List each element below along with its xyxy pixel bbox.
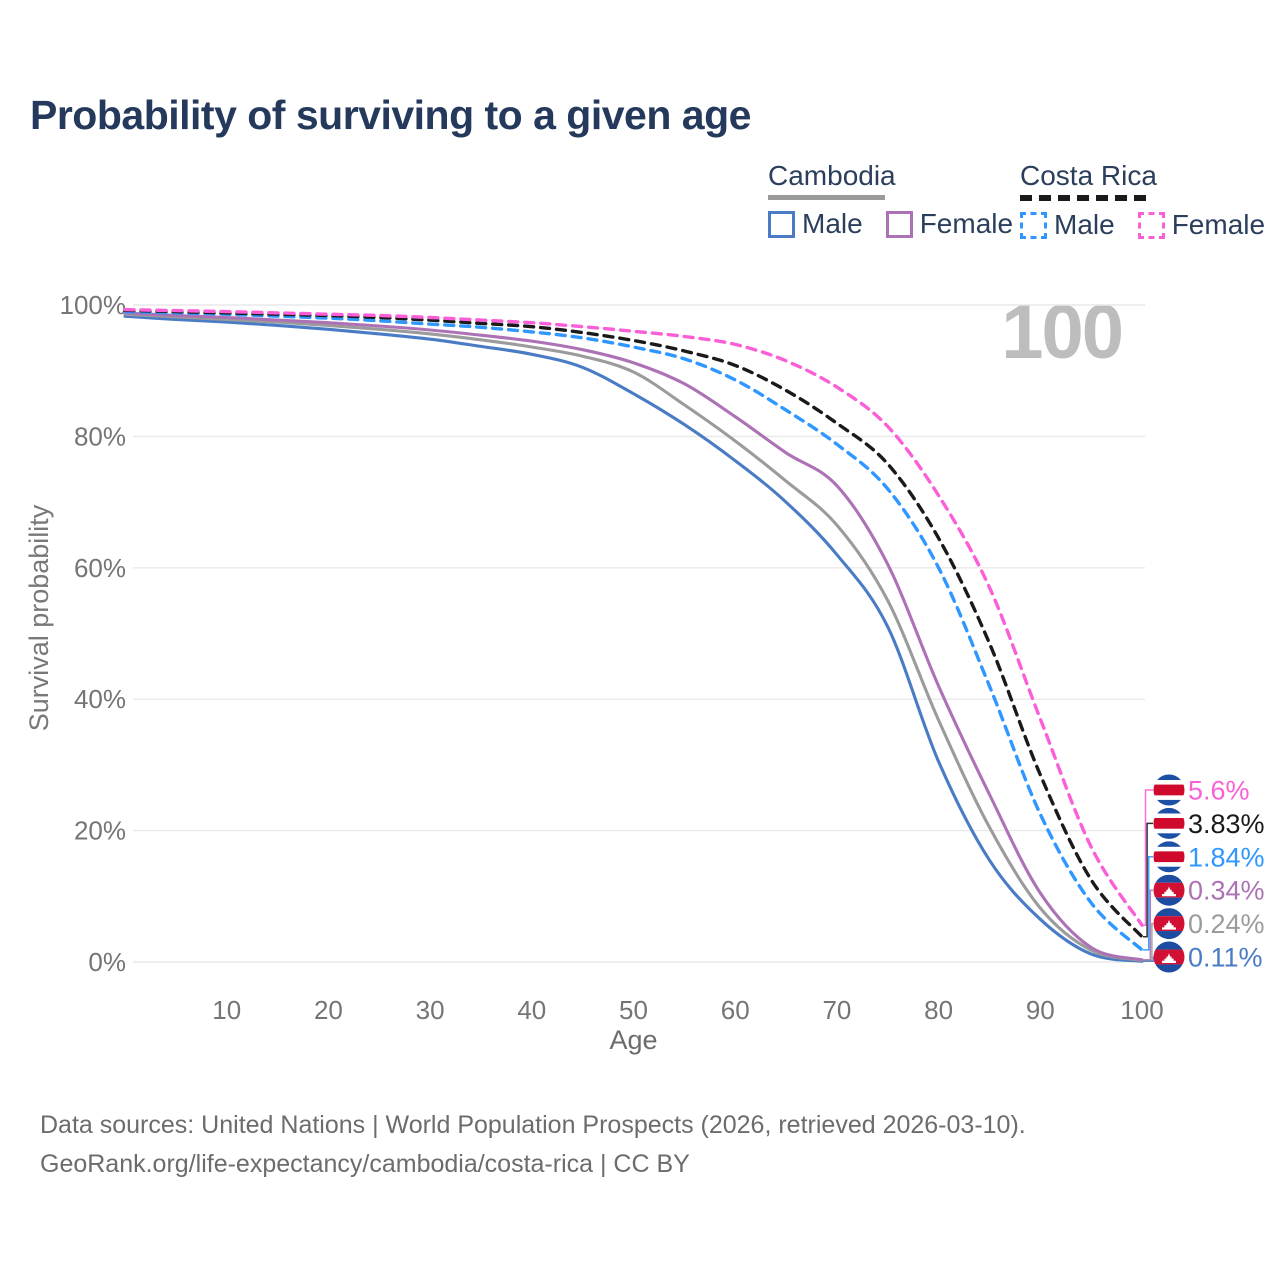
flag-icon-costa-rica	[1153, 807, 1185, 839]
y-tick-label-40: 40%	[74, 684, 126, 714]
x-tick-label-80: 80	[924, 995, 953, 1025]
leader-line-costa-rica-female	[1143, 789, 1153, 926]
flag-icon-costa-rica	[1153, 841, 1185, 873]
x-tick-label-30: 30	[416, 995, 445, 1025]
series-lines-group	[123, 307, 1144, 963]
leader-line-cambodia-male	[1143, 956, 1155, 963]
flag-icon-costa-rica	[1153, 774, 1185, 806]
x-tick-label-60: 60	[721, 995, 750, 1025]
flag-icon-cambodia	[1153, 908, 1185, 940]
legend-group-costa-rica: Costa Rica Male Female	[1020, 160, 1265, 241]
x-tick-label-90: 90	[1026, 995, 1055, 1025]
legend-country-cambodia[interactable]: Cambodia	[768, 160, 1013, 200]
line-cambodia-both-sexes[interactable]	[123, 312, 1144, 962]
y-tick-label-20: 20%	[74, 816, 126, 846]
end-value-label-cambodia-female: 0.34%	[1188, 876, 1265, 906]
x-tick-label-10: 10	[212, 995, 241, 1025]
legend-underline-costa-rica-dashed	[1020, 195, 1146, 201]
end-value-label-cambodia-both-sexes: 0.24%	[1188, 909, 1265, 939]
leader-line-costa-rica-both-sexes	[1143, 822, 1153, 938]
legend-item-cambodia-female[interactable]: Female	[885, 208, 1014, 240]
page-title: Probability of surviving to a given age	[30, 92, 751, 138]
y-tick-label-80: 80%	[74, 421, 126, 451]
legend-swatch-costa-rica-male	[1020, 211, 1047, 239]
y-tick-label-100: 100%	[60, 290, 127, 320]
flag-icon-cambodia	[1153, 874, 1185, 906]
legend-country-cambodia-label: Cambodia	[768, 160, 896, 191]
legend-underline-cambodia-solid	[768, 195, 885, 200]
x-tick-label-20: 20	[314, 995, 343, 1025]
legend-item-costa-rica-female[interactable]: Female	[1137, 209, 1266, 241]
line-costa-rica-both-sexes[interactable]	[123, 308, 1144, 939]
leader-line-costa-rica-male	[1143, 856, 1153, 951]
flag-icon-cambodia	[1153, 941, 1185, 973]
line-cambodia-male[interactable]	[123, 314, 1144, 963]
x-tick-label-70: 70	[822, 995, 851, 1025]
legend-label-costa-rica-female: Female	[1171, 209, 1266, 240]
legend-group-cambodia: Cambodia Male Female	[768, 160, 1013, 240]
leader-line-cambodia-both-sexes	[1143, 922, 1153, 962]
age-counter-watermark: 100	[1001, 290, 1124, 375]
legend-label-cambodia-male: Male	[802, 208, 863, 239]
footer: Data sources: United Nations | World Pop…	[40, 1106, 1026, 1184]
y-tick-label-0: 0%	[88, 947, 126, 977]
y-tick-label-60: 60%	[74, 553, 126, 583]
x-tick-label-100: 100	[1120, 995, 1163, 1025]
footer-attribution: GeoRank.org/life-expectancy/cambodia/cos…	[40, 1150, 690, 1178]
legend-item-costa-rica-male[interactable]: Male	[1020, 209, 1115, 241]
end-value-label-costa-rica-male: 1.84%	[1188, 842, 1265, 872]
y-axis-title: Survival probability	[24, 504, 54, 731]
legend-swatch-costa-rica-female	[1137, 211, 1165, 239]
x-tick-label-40: 40	[517, 995, 546, 1025]
legend-country-costa-rica[interactable]: Costa Rica	[1020, 160, 1265, 201]
end-value-label-cambodia-male: 0.11%	[1188, 943, 1263, 973]
x-axis-title: Age	[609, 1025, 657, 1055]
legend-item-cambodia-male[interactable]: Male	[768, 208, 863, 240]
line-costa-rica-male[interactable]	[123, 309, 1144, 952]
x-tick-label-50: 50	[619, 995, 648, 1025]
legend-swatch-cambodia-female	[885, 210, 913, 238]
footer-data-sources: Data sources: United Nations | World Pop…	[40, 1111, 1026, 1139]
end-value-label-costa-rica-both-sexes: 3.83%	[1188, 809, 1265, 839]
end-value-label-costa-rica-female: 5.6%	[1188, 776, 1250, 806]
legend-label-cambodia-female: Female	[919, 208, 1014, 239]
legend-label-costa-rica-male: Male	[1054, 209, 1115, 240]
legend-swatch-cambodia-male	[768, 210, 795, 238]
line-costa-rica-female[interactable]	[123, 307, 1144, 927]
legend-country-costa-rica-label: Costa Rica	[1020, 160, 1157, 191]
line-cambodia-female[interactable]	[123, 311, 1144, 962]
